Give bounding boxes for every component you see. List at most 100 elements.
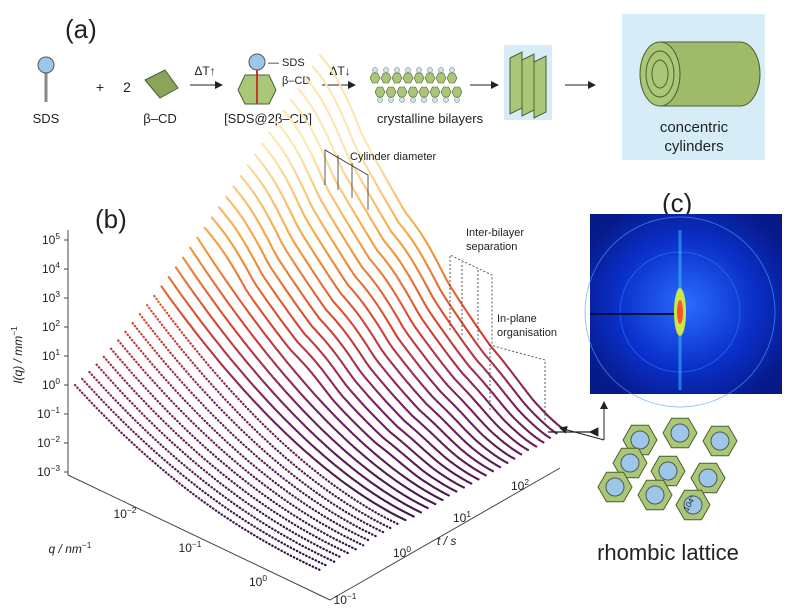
tick-label: 100 (42, 376, 60, 392)
curve (109, 347, 358, 551)
curve (73, 383, 322, 572)
tick-label: 10−2 (114, 505, 137, 521)
molecule (645, 485, 665, 505)
molecule (605, 477, 625, 497)
tick-exp: 3 (55, 289, 60, 299)
tick-label: 10−1 (334, 591, 357, 607)
molecule (698, 468, 718, 488)
tick-label: 10−3 (37, 463, 60, 479)
curve (318, 53, 567, 432)
hex (424, 72, 436, 84)
hex (451, 86, 463, 98)
hex (380, 72, 392, 84)
curve (261, 142, 509, 464)
label: β–CD (282, 75, 310, 87)
tick-label: 103 (42, 289, 60, 305)
curve (88, 370, 336, 563)
tick-label: 102 (42, 318, 60, 334)
tick-exp: 5 (55, 231, 60, 241)
head (383, 67, 389, 73)
annotation: Cylinder diameter (350, 151, 437, 163)
tick-base: 10 (511, 479, 525, 493)
surface (73, 53, 567, 572)
panel-c: (c) 104° rhombic lattice (559, 188, 782, 565)
head (394, 67, 400, 73)
head (372, 67, 378, 73)
curve (246, 164, 494, 473)
tick-base: 10 (37, 407, 51, 421)
hex (413, 72, 425, 84)
tick-exp: −3 (50, 463, 60, 473)
tick-base: 10 (179, 541, 193, 555)
annotation: In-plane (497, 313, 537, 325)
annotation-lines (324, 149, 369, 210)
label: concentric (660, 119, 729, 136)
curve (304, 76, 552, 440)
curve (290, 98, 538, 448)
tick-exp: 2 (55, 318, 60, 328)
bcd-shape (144, 69, 179, 99)
head (377, 97, 383, 103)
head (427, 67, 433, 73)
tick-base: 10 (42, 233, 56, 247)
curve (268, 131, 516, 460)
tick-exp: 1 (466, 509, 471, 519)
curve (81, 377, 329, 567)
tick-label: 104 (42, 260, 60, 276)
label: ΔT↑ (194, 64, 215, 78)
curve (239, 174, 487, 477)
sds-head (37, 56, 55, 74)
tick-base: 10 (114, 507, 128, 521)
curve (174, 266, 422, 514)
label: + (96, 79, 104, 95)
tick-exp: 2 (524, 477, 529, 487)
head (421, 97, 427, 103)
tick-label: I(q) / mm−1 (9, 326, 25, 384)
tick-label: 101 (453, 509, 471, 525)
molecule (620, 453, 640, 473)
curve (131, 322, 379, 539)
label: — SDS (268, 57, 305, 69)
hex (402, 72, 414, 84)
bilayer (369, 67, 463, 103)
tick-base: 10 (453, 511, 467, 525)
arrow (559, 425, 605, 441)
cylinder-ring (651, 59, 669, 89)
tick-exp: −1 (192, 539, 202, 549)
hex (446, 72, 458, 84)
label: cylinders (664, 138, 723, 155)
saxs-image (590, 214, 782, 394)
cylinder (660, 41, 761, 107)
tick-exp: −1 (50, 405, 60, 415)
tick-base: 10 (42, 349, 56, 363)
curve (275, 121, 523, 456)
axis-label: t / s (437, 534, 456, 548)
hex (374, 86, 386, 98)
hex (391, 72, 403, 84)
tick-exp: 0 (55, 376, 60, 386)
head (449, 67, 455, 73)
tick-exp: 0 (406, 544, 411, 554)
axis (329, 467, 561, 601)
tick-label: 102 (511, 477, 529, 493)
curve (297, 87, 545, 444)
panel-b: (b) Cylinder diameter Inter-bilayer sepa… (9, 53, 599, 607)
label: SDS (33, 111, 60, 126)
curve (182, 256, 430, 510)
tick-base: 10 (42, 378, 56, 392)
curve (254, 153, 502, 469)
panel-label: (c) (662, 188, 692, 218)
tick-label: q / nm−1 (49, 540, 92, 556)
head (432, 97, 438, 103)
label: crystalline bilayers (377, 111, 484, 126)
tick-base: 10 (249, 575, 263, 589)
curve (203, 226, 451, 497)
label: [SDS@2β–CD] (224, 111, 312, 126)
tick-base: q / nm (49, 542, 82, 556)
tick-base: 10 (334, 593, 348, 607)
head (410, 97, 416, 103)
curve (138, 313, 386, 534)
molecule (658, 461, 678, 481)
head (443, 97, 449, 103)
